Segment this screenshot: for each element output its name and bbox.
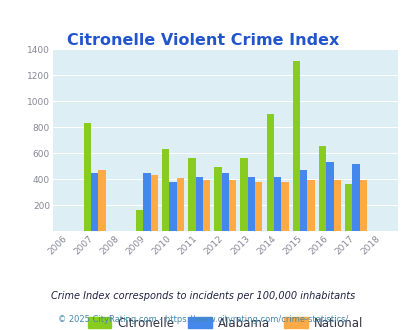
Bar [333, 180, 340, 231]
Bar [228, 180, 236, 231]
Bar [307, 181, 314, 231]
Bar [169, 182, 176, 231]
Bar [221, 173, 228, 231]
Bar [136, 210, 143, 231]
Bar [98, 170, 105, 231]
Bar [292, 60, 299, 231]
Bar [352, 164, 359, 231]
Bar [266, 114, 273, 231]
Bar [91, 173, 98, 231]
Bar [299, 170, 307, 231]
Bar [162, 149, 169, 231]
Bar [318, 146, 326, 231]
Bar [143, 173, 150, 231]
Bar [281, 182, 288, 231]
Bar [326, 162, 333, 231]
Bar [150, 175, 158, 231]
Text: © 2025 CityRating.com - https://www.cityrating.com/crime-statistics/: © 2025 CityRating.com - https://www.city… [58, 315, 347, 324]
Bar [344, 184, 352, 231]
Bar [83, 123, 91, 231]
Bar [202, 180, 210, 231]
Bar [273, 177, 281, 231]
Bar [240, 158, 247, 231]
Bar [359, 180, 366, 231]
Bar [247, 177, 254, 231]
Text: Crime Index corresponds to incidents per 100,000 inhabitants: Crime Index corresponds to incidents per… [51, 291, 354, 301]
Bar [254, 182, 262, 231]
Bar [195, 177, 202, 231]
Bar [188, 158, 195, 231]
Text: Citronelle Violent Crime Index: Citronelle Violent Crime Index [67, 33, 338, 48]
Legend: Citronelle, Alabama, National: Citronelle, Alabama, National [84, 313, 366, 330]
Bar [214, 168, 221, 231]
Bar [176, 179, 183, 231]
